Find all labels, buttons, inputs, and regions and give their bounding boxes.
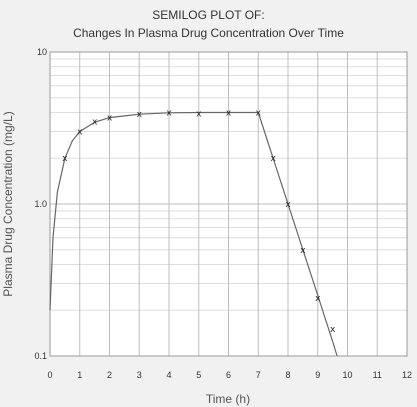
x-tick-label: 5 bbox=[196, 370, 201, 380]
x-tick-label: 9 bbox=[315, 370, 320, 380]
x-tick-label: 4 bbox=[166, 370, 171, 380]
y-tick-label: 1.0 bbox=[34, 199, 47, 209]
data-point-marker: x bbox=[256, 108, 262, 118]
data-point-marker: x bbox=[330, 325, 336, 335]
y-tick-label: 10 bbox=[37, 47, 47, 57]
y-tick-label: 0.1 bbox=[34, 351, 47, 361]
x-tick-label: 6 bbox=[226, 370, 231, 380]
data-point-marker: x bbox=[92, 117, 98, 127]
x-tick-label: 1 bbox=[77, 370, 82, 380]
data-point-marker: x bbox=[315, 294, 321, 304]
data-point-marker: x bbox=[107, 114, 113, 124]
y-axis-label: Plasma Drug Concentration (mg/L) bbox=[1, 111, 15, 296]
concentration-curve bbox=[49, 111, 338, 357]
data-point-marker: x bbox=[300, 246, 306, 256]
x-tick-label: 12 bbox=[402, 370, 412, 380]
y-tick-labels: 10 1.0 0.1 bbox=[34, 47, 47, 361]
x-axis-label: Time (h) bbox=[206, 392, 250, 406]
chart-title-line-1: SEMILOG PLOT OF: bbox=[152, 8, 265, 22]
x-tick-label: 10 bbox=[342, 370, 352, 380]
data-point-marker: x bbox=[270, 154, 276, 164]
chart-title-line-2: Changes In Plasma Drug Concentration Ove… bbox=[73, 26, 344, 40]
data-point-marker: x bbox=[196, 109, 202, 119]
x-tick-label: 11 bbox=[373, 370, 382, 380]
x-tick-label: 7 bbox=[256, 370, 261, 380]
x-tick-label: 3 bbox=[137, 370, 142, 380]
data-point-marker: x bbox=[166, 108, 172, 118]
data-point-marker: x bbox=[77, 127, 83, 137]
data-point-marker: x bbox=[226, 108, 232, 118]
data-point-marker: x bbox=[285, 200, 291, 210]
x-tick-labels: 0 1 2 3 4 5 6 7 8 9 10 11 12 bbox=[47, 370, 412, 380]
data-point-marker: x bbox=[137, 110, 143, 120]
plot-border bbox=[49, 51, 408, 357]
x-tick-label: 0 bbox=[47, 370, 52, 380]
x-tick-label: 2 bbox=[107, 370, 112, 380]
data-point-marker: x bbox=[62, 154, 68, 164]
x-tick-label: 8 bbox=[285, 370, 290, 380]
